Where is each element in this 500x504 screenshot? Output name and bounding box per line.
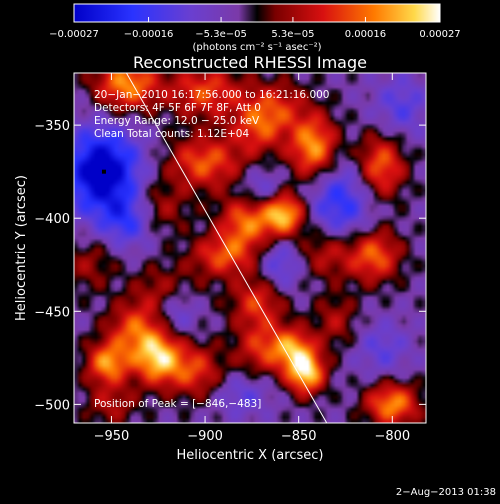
colorbar-tick-label: 0.00027 xyxy=(419,29,460,40)
colorbar-tick-label: −0.00016 xyxy=(124,29,174,40)
colorbar xyxy=(74,4,440,22)
y-axis: −350 −400 −450 −500 xyxy=(34,119,426,413)
chart-title: Reconstructed RHESSI Image xyxy=(133,53,367,72)
y-tick-label: −450 xyxy=(34,305,70,320)
solar-limb-line xyxy=(125,73,328,423)
x-axis-title: Heliocentric X (arcsec) xyxy=(177,448,324,463)
y-axis-title: Heliocentric Y (arcsec) xyxy=(14,175,29,321)
x-tick-label: −900 xyxy=(187,429,223,444)
x-axis: −950 −900 −850 −800 xyxy=(94,73,410,444)
annotation-counts: Clean Total counts: 1.12E+04 xyxy=(94,128,249,140)
annotation-time: 20−Jan−2010 16:17:56.000 to 16:21:16.000 xyxy=(94,89,330,101)
footer-timestamp: 2−Aug−2013 01:38 xyxy=(396,487,496,498)
heatmap-image xyxy=(74,73,426,423)
y-tick-label: −500 xyxy=(34,398,70,413)
heatmap-area xyxy=(74,73,426,423)
annotation-energy: Energy Range: 12.0 − 25.0 keV xyxy=(94,115,260,127)
centroid-marker xyxy=(101,169,106,174)
colorbar-frame xyxy=(73,3,441,23)
x-tick-label: −800 xyxy=(374,429,410,444)
colorbar-tick-label: 0.00016 xyxy=(345,29,386,40)
x-tick-label: −850 xyxy=(281,429,317,444)
annotation-peak: Position of Peak = [−846,−483] xyxy=(94,398,261,410)
plot-frame xyxy=(73,72,427,424)
colorbar-ticks: −0.00027 −0.00016 −5.3e−05 5.3e−05 0.00016 0.… xyxy=(49,17,461,40)
colorbar-units: (photons cm⁻² s⁻¹ asec⁻²) xyxy=(192,42,321,53)
colorbar-tick-label: 5.3e−05 xyxy=(271,29,314,40)
colorbar-tick-label: −5.3e−05 xyxy=(195,29,247,40)
x-tick-label: −950 xyxy=(94,429,130,444)
colorbar-tick-label: −0.00027 xyxy=(49,29,99,40)
y-tick-label: −350 xyxy=(34,119,70,134)
annotation-detectors: Detectors: 4F 5F 6F 7F 8F, Att 0 xyxy=(94,102,261,114)
y-tick-label: −400 xyxy=(34,212,70,227)
